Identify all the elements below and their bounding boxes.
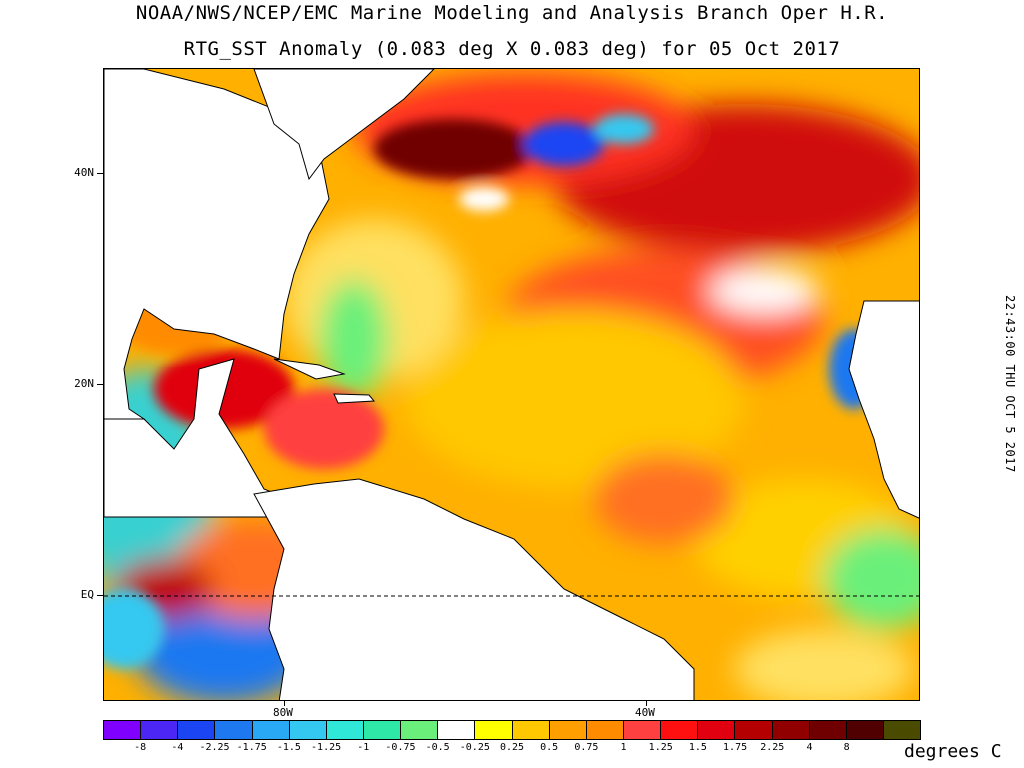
colorbar-swatch-16 <box>698 721 736 739</box>
colorbar-tick-label: -1.5 <box>276 742 301 753</box>
colorbar-tick-label: 1 <box>620 742 627 753</box>
title-line-2: RTG_SST Anomaly (0.083 deg X 0.083 deg) … <box>183 38 841 60</box>
timestamp: 22:43:00 THU OCT 5 2017 <box>1003 295 1017 473</box>
lon-label-40w: 40W <box>635 706 655 719</box>
colorbar-tick-label: -2.25 <box>199 742 230 753</box>
colorbar-swatch-15 <box>661 721 699 739</box>
colorbar-swatch-14 <box>623 721 662 739</box>
colorbar-tick-label: -4 <box>171 742 184 753</box>
colorbar-labels: -8 -4 -2.25 -1.75 -1.5 -1.25 -1 -0.75 -0.5 -0.25 0… <box>103 742 921 756</box>
tick-20n <box>97 384 103 385</box>
colorbar-swatch-0 <box>104 721 142 739</box>
colorbar-swatch-6 <box>326 721 364 739</box>
colorbar-tick-label: -1 <box>357 742 370 753</box>
colorbar-swatch-7 <box>363 721 402 739</box>
lon-label-80w: 80W <box>273 706 293 719</box>
lat-label-20n: 20N <box>74 377 94 390</box>
sst-anomaly-map <box>103 68 920 701</box>
colorbar-tick-label: 0.5 <box>540 742 559 753</box>
colorbar-swatch-17 <box>735 721 773 739</box>
colorbar-tick-label: 0.25 <box>499 742 525 753</box>
lat-label-40n: 40N <box>74 166 94 179</box>
colorbar-swatch-20 <box>846 721 884 739</box>
colorbar-tick-label: 0.75 <box>574 742 599 753</box>
colorbar-swatch-1 <box>141 721 179 739</box>
colorbar-tick-label: -0.25 <box>459 742 490 753</box>
colorbar-swatch-12 <box>549 721 587 739</box>
tick-40n <box>97 173 103 174</box>
colorbar-tick-label: 8 <box>843 742 850 753</box>
colorbar-swatch-10 <box>475 721 513 739</box>
anomaly-details <box>104 114 879 669</box>
colorbar-swatch-19 <box>809 721 847 739</box>
colorbar-swatch-18 <box>772 721 810 739</box>
colorbar-swatch-11 <box>512 721 550 739</box>
colorbar-tick-label: 2.25 <box>760 742 785 753</box>
tick-40w <box>646 701 647 706</box>
colorbar-tick-label: 1.75 <box>723 742 748 753</box>
colorbar-tick-label: -0.5 <box>425 742 450 753</box>
title-line-1: NOAA/NWS/NCEP/EMC Marine Modeling and An… <box>135 2 889 24</box>
colorbar-tick-label: -1.25 <box>311 742 342 753</box>
colorbar-units: degrees C <box>904 741 1002 762</box>
colorbar-swatch-21 <box>883 721 921 739</box>
colorbar-tick-label: -1.75 <box>236 742 267 753</box>
colorbar-swatch-8 <box>401 721 439 739</box>
colorbar-tick-label: 1.5 <box>688 742 707 753</box>
map-canvas <box>104 69 919 700</box>
colorbar-swatch-3 <box>215 721 253 739</box>
tick-80w <box>284 701 285 706</box>
colorbar <box>103 720 921 740</box>
colorbar-swatch-13 <box>586 721 624 739</box>
tick-eq <box>97 595 103 596</box>
colorbar-swatch-5 <box>289 721 327 739</box>
colorbar-tick-label: 4 <box>806 742 813 753</box>
colorbar-swatch-2 <box>178 721 216 739</box>
colorbar-tick-label: -8 <box>134 742 147 753</box>
colorbar-tick-label: -0.75 <box>385 742 416 753</box>
colorbar-swatch-9 <box>438 721 476 739</box>
lat-label-eq: EQ <box>80 588 94 601</box>
colorbar-tick-label: 1.25 <box>648 742 673 753</box>
land-masses <box>104 69 919 700</box>
colorbar-swatch-4 <box>252 721 290 739</box>
